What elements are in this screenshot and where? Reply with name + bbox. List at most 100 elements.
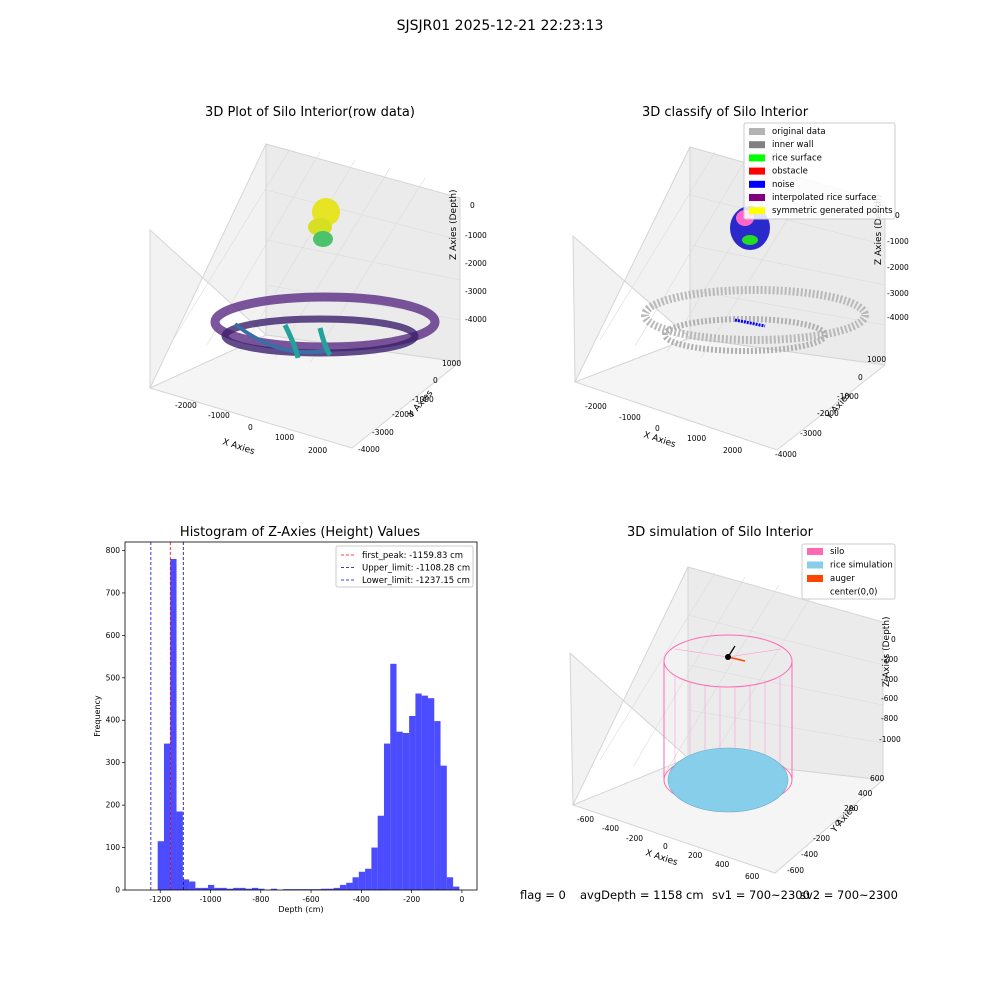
histogram-bar (327, 888, 334, 890)
histogram-bar (434, 721, 441, 890)
raw-xtick: 0 (248, 423, 253, 432)
histogram-bar (226, 888, 234, 890)
simulation-x-label: X Axies (644, 848, 679, 868)
histogram-bar (195, 887, 202, 890)
histogram-bar (358, 871, 366, 890)
simulation-legend-label: rice simulation (830, 561, 893, 571)
rice-simulation-surface (667, 747, 789, 813)
simulation-legend-label: silo (830, 547, 844, 557)
classify-ztick: -2000 (887, 263, 909, 272)
classify-xtick: 0 (655, 424, 660, 433)
raw-ztick: -1000 (465, 231, 487, 240)
classify-x-label: X Axies (642, 430, 677, 450)
classify-x-ticks: -2000 -1000 0 1000 2000 (585, 402, 742, 455)
classify-legend-label: inner wall (772, 140, 813, 150)
histogram-bar (453, 886, 460, 890)
histogram-y-label: Frequency (93, 695, 102, 737)
raw-xtick: -1000 (208, 411, 230, 420)
histogram-xtick-label: -400 (353, 895, 370, 904)
histogram-bar (390, 663, 397, 890)
histogram-bar (245, 888, 252, 890)
raw-ytick: -4000 (358, 445, 380, 454)
raw-ztick: -2000 (465, 259, 487, 268)
histogram-legend-label: Lower_limit: -1237.15 cm (362, 576, 470, 586)
histogram-bar (233, 887, 240, 890)
raw-3d-plot: 3D Plot of Silo Interior(row data) -2000… (148, 105, 487, 457)
simulation-legend-label: auger (830, 574, 855, 584)
classify-xtick: -2000 (585, 402, 607, 411)
classify-z-label: Z Axies (Depth) (874, 194, 884, 265)
raw-ytick: -3000 (372, 428, 394, 437)
histogram-x-label: Depth (cm) (278, 905, 323, 914)
histogram-ytick-label: 400 (106, 716, 121, 725)
sim-xtick: 400 (715, 860, 730, 869)
status-sv2: sv2 = 700~2300 (800, 888, 898, 902)
histogram-chart: Histogram of Z-Axies (Height) Values -12… (93, 525, 478, 914)
histogram-axes-frame (124, 541, 478, 891)
status-line: flag = 0 avgDepth = 1158 cm sv1 = 700~23… (0, 888, 1000, 908)
histogram-legend: first_peak: -1159.83 cm Upper_limit: -110… (335, 545, 474, 588)
sim-ztick: -1000 (879, 735, 901, 744)
classify-legend-label: interpolated rice surface (772, 193, 877, 203)
histogram-ytick-label: 0 (115, 886, 120, 895)
classify-ytick: 0 (858, 373, 863, 382)
histogram-bar (402, 732, 410, 890)
histogram-ytick-label: 300 (106, 758, 121, 767)
histogram-bar (157, 841, 164, 890)
histogram-bar (289, 889, 296, 890)
histogram-bar (308, 889, 315, 890)
status-sv1: sv1 = 700~2300 (712, 888, 810, 902)
histogram-bar (446, 877, 454, 890)
simulation-z-label: Z Axies (Depth) (882, 616, 892, 687)
histogram-xtick-label: -1200 (149, 895, 171, 904)
raw-x-ticks: -2000 -1000 0 1000 2000 (175, 401, 327, 455)
histogram-bar (427, 698, 435, 890)
classify-xtick: 1000 (687, 434, 706, 443)
sim-ytick: 400 (858, 789, 873, 798)
simulation-plot-title: 3D simulation of Silo Interior (627, 525, 814, 540)
histogram-bar (321, 888, 328, 890)
classify-y-ticks: 1000 0 -1000 -2000 -3000 -4000 (775, 355, 886, 459)
sim-ztick: 0 (891, 635, 896, 644)
raw-z-label: Z Axies (Depth) (449, 189, 459, 260)
histogram-bar (333, 887, 340, 890)
histogram-bars (157, 558, 460, 890)
sim-xtick: 0 (663, 842, 668, 851)
histogram-legend-frame (335, 545, 474, 588)
histogram-bar (207, 884, 215, 890)
classify-legend-swatch (749, 141, 765, 149)
histogram-reference-lines (150, 542, 184, 890)
raw-plot-title: 3D Plot of Silo Interior(row data) (205, 105, 415, 120)
histogram-legend-label: Upper_limit: -1108.28 cm (362, 564, 470, 574)
classify-legend-label: symmetric generated points (772, 206, 893, 216)
histogram-bar (365, 868, 372, 890)
classify-3d-plot: 3D classify of Silo Interior -2000 -1000… (572, 105, 909, 459)
histogram-bar (352, 877, 359, 890)
simulation-x-ticks: -600 -400 -200 0 200 400 600 (577, 815, 760, 881)
raw-ztick: -3000 (465, 287, 487, 296)
classify-ztick: -1000 (887, 237, 909, 246)
classify-legend-label: obstacle (772, 167, 808, 177)
histogram-bar (283, 889, 290, 890)
sim-ztick: -800 (881, 714, 898, 723)
sim-ytick: -600 (787, 866, 804, 875)
raw-ytick: -2000 (392, 410, 414, 419)
classify-ytick: -2000 (817, 409, 839, 418)
classify-legend-swatch (749, 167, 765, 175)
histogram-ytick-label: 500 (106, 673, 121, 682)
classify-legend-label: rice surface (772, 153, 822, 163)
sim-ytick: 200 (844, 804, 859, 813)
classify-legend-label: original data (772, 127, 826, 137)
histogram-bar (409, 716, 416, 890)
raw-z-ticks: 0 -1000 -2000 -3000 -4000 (465, 201, 487, 324)
raw-xtick: 1000 (275, 433, 294, 442)
histogram-bar (314, 889, 322, 890)
classify-legend-swatch (749, 180, 765, 188)
histogram-bar (440, 765, 447, 890)
auger (725, 645, 746, 662)
histogram-ytick-label: 200 (106, 801, 121, 810)
sim-ytick: 600 (870, 774, 885, 783)
histogram-bar (270, 888, 278, 890)
sim-ytick: -400 (801, 850, 818, 859)
classify-legend-swatch (749, 194, 765, 201)
